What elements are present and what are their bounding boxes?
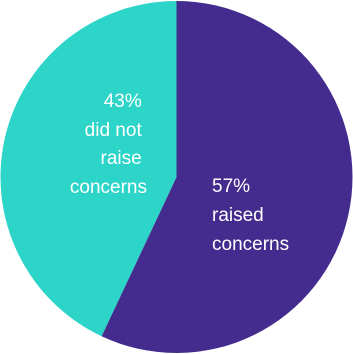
slice-label-raised-line-2: raised	[212, 205, 264, 226]
slice-label-raised-line-3: concerns	[212, 234, 289, 255]
slice-label-raised-line-1: 57%	[212, 176, 250, 197]
slice-label-not-raised-line-1: 43%	[104, 91, 142, 112]
slice-label-not-raised-line-4: concerns	[70, 177, 147, 198]
slice-label-not-raised-line-2: did not	[85, 120, 143, 141]
pie-slice-raised	[101, 1, 353, 354]
slice-label-not-raised-line-3: raise	[101, 148, 142, 169]
pie-slice-not-raised	[0, 0, 177, 337]
slice-label-raised: 57% raised concerns	[212, 176, 289, 255]
slice-label-not-raised: 43% did not raise concerns	[70, 91, 147, 198]
